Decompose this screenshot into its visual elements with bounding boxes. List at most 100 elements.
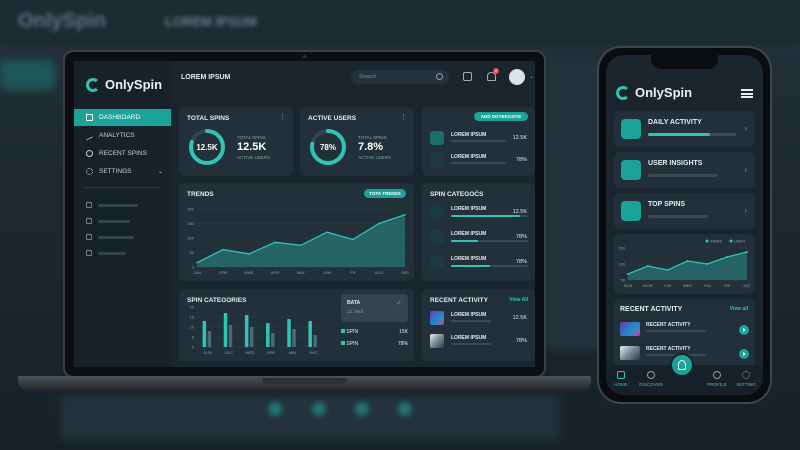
placeholder-bar (98, 236, 134, 239)
legend-label: SINRE (710, 239, 723, 244)
sidebar-item-dashboard[interactable]: DASHBOARD (74, 109, 171, 126)
clock-icon (86, 150, 93, 157)
list-label: LOREM IPSUM (451, 312, 487, 318)
x-tick-label: MIN (289, 350, 296, 355)
data-point (686, 260, 689, 262)
nav-discover[interactable]: DISCOVER (639, 382, 663, 387)
logo-icon (86, 77, 100, 92)
y-tick-label: 5 (192, 335, 195, 340)
calendar-icon[interactable] (463, 72, 472, 81)
divider (84, 187, 161, 188)
placeholder-bar (451, 320, 491, 322)
legend-value: 78% (397, 341, 408, 347)
data-point (746, 251, 748, 253)
y-tick-label: 15 (190, 315, 195, 320)
y-tick-label: 20 (190, 305, 195, 310)
more-icon[interactable]: ⋮ (279, 114, 286, 121)
gear-icon (86, 168, 93, 175)
play-icon[interactable] (739, 349, 749, 359)
nav-profile[interactable]: PROFILE (707, 382, 727, 387)
user-insights-card[interactable]: USER INSIGHTS › (614, 152, 755, 188)
list-item[interactable]: RECENT ACTIVITY (620, 320, 749, 338)
view-all-link[interactable]: View all (729, 306, 748, 312)
calendar-icon (621, 119, 641, 139)
background-blur (268, 402, 282, 416)
x-tick-label: JAN (193, 270, 201, 275)
sidebar-item-label: DASHBOARD (99, 114, 141, 121)
card-title: RECENT ACTIVITY (430, 297, 488, 304)
logo-text: OnlySpin (105, 77, 163, 92)
list-item[interactable]: LOREM IPSUM 78% (430, 334, 527, 348)
list-item[interactable]: LOREM IPSUM 12.5K (430, 205, 528, 219)
more-icon[interactable]: ⋮ (400, 114, 407, 121)
data-point (274, 241, 276, 244)
logo[interactable]: OnlySpin (86, 77, 162, 92)
daily-activity-card[interactable]: DAILY ACTIVITY › (614, 111, 755, 147)
data-point (222, 248, 224, 251)
chevron-right-icon: › (744, 165, 747, 174)
avatar[interactable] (509, 69, 525, 85)
x-tick-label: SAT (743, 283, 751, 288)
sidebar-placeholder[interactable] (86, 250, 148, 256)
menu-icon[interactable] (741, 89, 753, 98)
list-item[interactable]: LOREM IPSUM 78% (430, 255, 528, 269)
activity-thumbnail (430, 334, 444, 348)
y-tick-label: 0 (192, 265, 195, 270)
chevron-down-icon[interactable]: ⌄ (529, 74, 535, 80)
list-label: LOREM IPSUM (451, 256, 487, 262)
legend-swatch (341, 341, 345, 345)
bell-icon[interactable] (487, 72, 496, 81)
bar (244, 315, 249, 347)
list-item[interactable]: LOREM IPSUM 78% (430, 153, 527, 167)
activity-thumbnail (430, 311, 444, 325)
list-item[interactable]: LOREM IPSUM 12.5K (430, 131, 527, 145)
list-value: 78% (515, 234, 527, 240)
sidebar-placeholder[interactable] (86, 218, 148, 224)
trophy-icon (430, 255, 444, 269)
progress-fill (648, 133, 710, 136)
background-logo: OnlySpin (18, 10, 106, 32)
list-item[interactable]: LOREM IPSUM 78% (430, 230, 528, 244)
bar-chart-icon (430, 131, 444, 145)
list-value: 12.5K (512, 209, 527, 215)
sidebar-placeholder[interactable] (86, 234, 148, 240)
nav-home[interactable]: HOME (614, 382, 628, 387)
card-title: SPIN CATEGOĆS (430, 191, 484, 198)
page-title: LOREM IPSUM (181, 74, 231, 81)
data-point (666, 269, 669, 271)
bottom-nav: HOME DISCOVER PROFILE SETTING (606, 353, 763, 395)
add-fab-button[interactable] (670, 353, 694, 377)
sidebar-item-analytics[interactable]: ANALYTICS (74, 127, 171, 144)
legend-swatch (341, 329, 345, 333)
x-tick-label: SUN (624, 283, 633, 288)
popup-title: BATA (347, 300, 361, 306)
nav-setting[interactable]: SETTING (736, 382, 756, 387)
sidebar-item-settings[interactable]: SETTINGS ⌄ (74, 163, 171, 180)
sidebar-placeholder[interactable] (86, 202, 148, 208)
progress-fill (451, 265, 490, 267)
user-icon (86, 202, 92, 208)
notification-badge: 2 (493, 68, 499, 74)
trends-button[interactable]: TOTA TRENDS (364, 189, 406, 198)
legend-swatch (705, 239, 709, 243)
list-value: 78% (515, 259, 527, 265)
view-all-link[interactable]: View All (509, 297, 528, 303)
play-icon[interactable] (739, 325, 749, 335)
x-tick-label: WED (683, 283, 692, 288)
x-tick-label: APR (271, 270, 279, 275)
phone-logo[interactable]: OnlySpin (616, 85, 692, 100)
data-point (404, 214, 406, 216)
list-item[interactable]: LOREM IPSUM 12.5K (430, 311, 527, 325)
check-icon: ✓ (396, 300, 402, 307)
chart-popup: BATA 12. SKS ✓ (341, 294, 408, 322)
spin-categories-list-card: SPIN CATEGOĆS LOREM IPSUM 12.5K LOREM IP… (422, 183, 535, 281)
progress-bar (451, 265, 528, 267)
search-input[interactable]: Search (351, 70, 449, 84)
sidebar-item-recent-spins[interactable]: RECENT SPINS (74, 145, 171, 162)
y-tick-label: 100 (187, 236, 194, 241)
spin-categories-card: SPIN CATEGORIES 20 15 10 5 0 SUN DEC WED APR MIN A… (179, 289, 414, 361)
top-spins-card[interactable]: TOP SPINS › (614, 193, 755, 229)
x-tick-label: SEP (401, 270, 409, 275)
data-point (706, 263, 709, 265)
add-button[interactable]: ADD DOYBEGSITE (474, 112, 528, 121)
